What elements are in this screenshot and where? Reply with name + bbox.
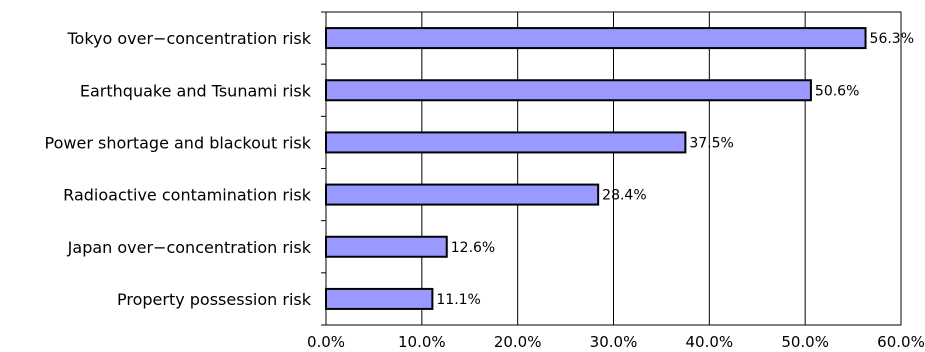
category-label: Earthquake and Tsunami risk	[80, 81, 312, 100]
x-tick-label: 60.0%	[877, 333, 925, 351]
data-label: 50.6%	[815, 83, 859, 99]
data-labels: 56.3% 50.6% 37.5% 28.4% 12.6% 11.1%	[436, 31, 914, 308]
category-label: Tokyo over−concentration risk	[67, 29, 312, 48]
x-tick-label: 20.0%	[494, 333, 542, 351]
data-label: 12.6%	[451, 240, 495, 256]
bar	[325, 79, 812, 102]
category-label: Power shortage and blackout risk	[45, 133, 312, 152]
data-label: 28.4%	[602, 188, 646, 204]
x-tick-label: 40.0%	[686, 333, 734, 351]
data-label: 37.5%	[689, 135, 733, 151]
category-label: Japan over−concentration risk	[67, 238, 312, 257]
x-tick-labels: 0.0% 10.0% 20.0% 30.0% 40.0% 50.0% 60.0%	[307, 333, 925, 351]
bar	[325, 183, 600, 206]
bar	[325, 287, 434, 310]
bar	[325, 27, 867, 50]
category-labels: Tokyo over−concentration risk Earthquake …	[45, 29, 312, 309]
x-tick-label: 50.0%	[781, 333, 829, 351]
x-tick-label: 30.0%	[590, 333, 638, 351]
bars	[325, 27, 867, 310]
grid-lines	[421, 12, 902, 325]
bar	[325, 131, 687, 154]
x-tick-label: 0.0%	[307, 333, 345, 351]
category-label: Radioactive contamination risk	[63, 186, 312, 205]
x-tick-label: 10.0%	[398, 333, 446, 351]
category-label: Property possession risk	[117, 290, 312, 309]
data-label: 11.1%	[436, 292, 480, 308]
axes	[321, 11, 902, 326]
data-label: 56.3%	[870, 31, 914, 47]
bar	[325, 235, 448, 258]
